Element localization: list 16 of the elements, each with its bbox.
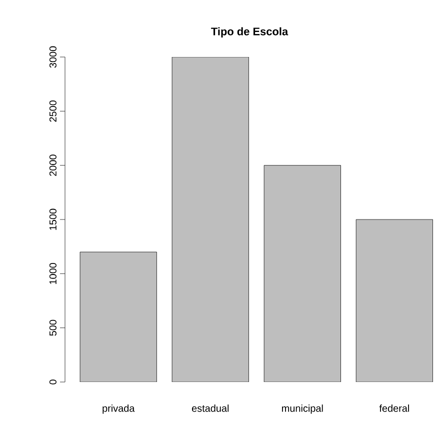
y-tick-label: 0 bbox=[49, 380, 56, 384]
x-tick-label: estadual bbox=[192, 404, 229, 412]
x-tick-label: privada bbox=[102, 404, 135, 414]
chart-title: Tipo de Escola bbox=[211, 27, 288, 38]
x-tick-label: federal bbox=[379, 404, 409, 412]
bar bbox=[356, 219, 433, 382]
bar bbox=[172, 57, 249, 382]
y-tick-label: 1000 bbox=[49, 262, 56, 284]
y-tick-label: 2500 bbox=[49, 100, 56, 122]
bar bbox=[264, 165, 341, 382]
y-tick-label: 1500 bbox=[49, 208, 56, 230]
y-tick-label: 3000 bbox=[49, 46, 56, 68]
bar bbox=[80, 252, 157, 382]
y-tick-label: 2000 bbox=[49, 154, 56, 176]
y-tick-label: 500 bbox=[49, 320, 56, 336]
x-tick-label: municipal bbox=[282, 404, 323, 414]
